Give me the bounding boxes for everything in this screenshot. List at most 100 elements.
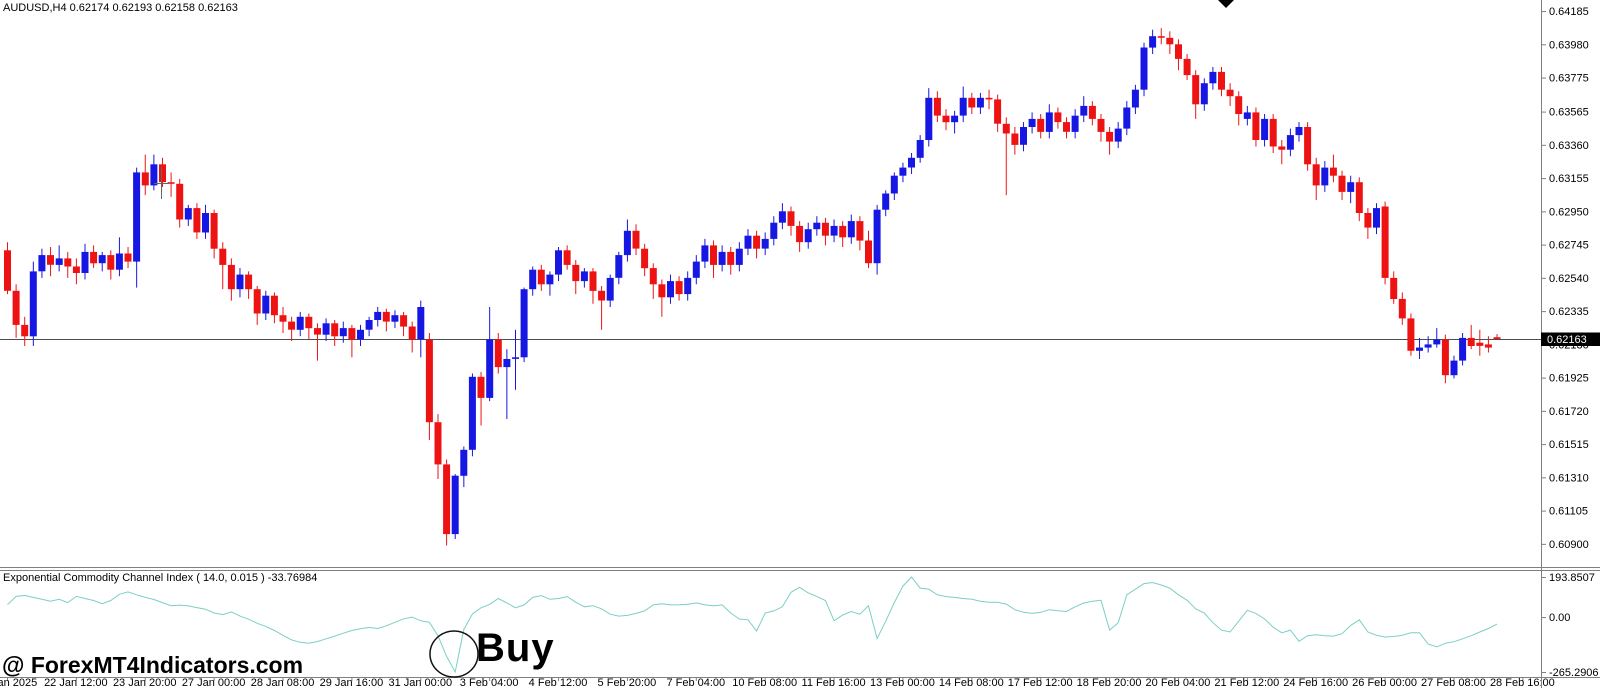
candle-body — [494, 339, 502, 368]
price-axis-label: 0.63775 — [1549, 73, 1589, 85]
panel-splitter-groove — [0, 568, 1600, 570]
candle-body — [503, 359, 511, 368]
candle-body — [761, 238, 769, 249]
cci-line — [7, 576, 1498, 674]
candle-body — [1175, 44, 1182, 59]
candle-body — [98, 255, 106, 264]
time-axis-label: 23 Jan 20:00 — [113, 677, 177, 688]
candle-body — [1166, 37, 1174, 45]
candle-body — [21, 324, 29, 337]
candle-body — [623, 230, 631, 256]
candle-body — [1364, 213, 1372, 228]
time-axis-label: 11 Feb 16:00 — [802, 677, 866, 688]
price-axis-label: 0.63360 — [1549, 140, 1589, 152]
price-axis-label: 0.63155 — [1549, 173, 1589, 185]
candle-body — [589, 271, 597, 291]
candle-body — [839, 225, 847, 238]
candle-body — [408, 326, 416, 340]
time-axis-label: 31 Jan 00:00 — [388, 677, 452, 688]
candle-body — [865, 240, 872, 264]
candle-body — [1261, 118, 1269, 140]
current-price-badge-text: 0.62163 — [1547, 334, 1587, 346]
candle-body — [1063, 122, 1070, 132]
candle-body — [331, 323, 339, 337]
candle-body — [348, 328, 356, 340]
chart-shift-marker-icon[interactable] — [1218, 0, 1234, 8]
candle-body — [1321, 167, 1329, 186]
candle-body — [468, 376, 476, 450]
candle-body — [1157, 36, 1165, 38]
candle-body — [1028, 118, 1036, 127]
indicator-axis[interactable]: 193.8507 0.00 -265.2906 — [1541, 572, 1599, 679]
candle-body — [434, 422, 442, 465]
time-axis-label: 4 Feb 12:00 — [529, 677, 588, 688]
indicator-axis-label: 0.00 — [1549, 612, 1570, 624]
candle-body — [1123, 107, 1131, 129]
candle-body — [1020, 127, 1027, 145]
candle-body — [193, 208, 201, 233]
candle-body — [1338, 175, 1346, 192]
chart-title: AUDUSD,H4 0.62174 0.62193 0.62158 0.6216… — [3, 2, 238, 14]
candle-body — [1269, 118, 1277, 147]
price-axis-label: 0.63565 — [1549, 107, 1589, 119]
candle-body — [141, 172, 149, 186]
price-axis-label: 0.63980 — [1549, 39, 1589, 51]
candle-body — [1355, 182, 1363, 213]
candle-body — [985, 97, 993, 100]
candle-body — [38, 255, 46, 272]
candle-body — [1002, 123, 1010, 134]
candle-body — [81, 251, 89, 273]
candle-body — [1407, 318, 1415, 351]
candle-body — [1106, 131, 1114, 142]
time-axis-label: 22 Jan 12:00 — [44, 677, 108, 688]
price-axis-label: 0.62540 — [1549, 273, 1589, 285]
candle-body — [555, 250, 562, 275]
candle-body — [847, 221, 855, 238]
time-axis-label: 3 Feb 04:00 — [460, 677, 519, 688]
candle-body — [288, 321, 296, 330]
candle-body — [718, 251, 726, 265]
buy-annotation-label[interactable]: Buy — [476, 626, 555, 670]
candle-body — [916, 140, 924, 158]
time-axis-label: 29 Jan 16:00 — [320, 677, 384, 688]
panel-splitter[interactable] — [0, 567, 1600, 568]
time-axis[interactable]: 21 Jan 2025 22 Jan 12:00 23 Jan 20:00 27 Ja… — [0, 677, 1555, 688]
panel-splitter — [0, 570, 1600, 571]
price-axis[interactable]: 0.64185 0.63980 0.63775 0.63565 0.63360 0.631… — [1541, 6, 1589, 551]
candle-body — [658, 284, 666, 298]
candle-body — [933, 97, 941, 116]
candle-body — [882, 193, 890, 210]
buy-signal-circle[interactable] — [429, 630, 479, 678]
candle-body — [830, 225, 838, 236]
candlestick-series[interactable] — [4, 28, 1501, 546]
candle-body — [270, 295, 278, 316]
time-axis-label: 28 Feb 16:00 — [1490, 677, 1555, 688]
candle-body — [1140, 47, 1148, 90]
candle-body — [1097, 118, 1105, 132]
candle-body — [537, 269, 545, 285]
candle-body — [391, 315, 399, 322]
candle-body — [64, 258, 72, 267]
price-axis-label: 0.62950 — [1549, 206, 1589, 218]
candle-body — [245, 274, 253, 290]
time-axis-label: 7 Feb 04:00 — [666, 677, 725, 688]
candle-body — [546, 274, 554, 285]
candle-body — [1373, 208, 1380, 228]
candle-body — [296, 316, 304, 330]
candle-body — [227, 264, 235, 290]
candle-body — [994, 99, 1002, 124]
candle-body — [1329, 167, 1337, 176]
candle-body — [1416, 347, 1423, 351]
candle-body — [1088, 105, 1096, 119]
candle-body — [202, 213, 209, 233]
time-axis-label: 26 Feb 00:00 — [1352, 677, 1417, 688]
candle-body — [821, 222, 829, 236]
candle-body — [219, 248, 227, 265]
candle-body — [641, 248, 649, 269]
candle-body — [279, 315, 287, 322]
candle-body — [1192, 75, 1200, 105]
candle-body — [796, 225, 804, 243]
candle-body — [382, 311, 390, 322]
candle-body — [1286, 135, 1294, 150]
